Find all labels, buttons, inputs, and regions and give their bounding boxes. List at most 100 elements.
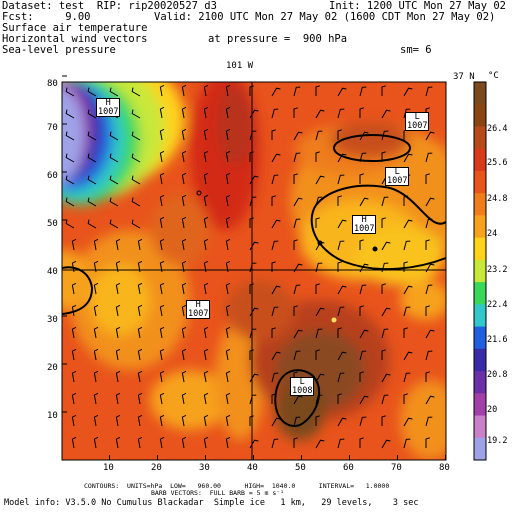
- wind-barb: [87, 175, 97, 185]
- wind-barb: [137, 326, 143, 339]
- wind-barb: [181, 260, 187, 273]
- wind-barb: [159, 326, 165, 339]
- colorbar-segment: [474, 82, 486, 105]
- wind-barb: [203, 216, 209, 229]
- wind-barb: [403, 372, 411, 383]
- wind-barb: [293, 173, 298, 184]
- colorbar-segment: [474, 393, 486, 417]
- wind-barb: [403, 87, 413, 97]
- wind-barb: [337, 195, 342, 206]
- wind-barb: [359, 152, 367, 163]
- wind-barb: [109, 219, 119, 229]
- wind-barb: [425, 131, 435, 141]
- wind-barb: [381, 85, 386, 96]
- wind-barb: [225, 238, 231, 251]
- wind-barb: [381, 349, 386, 360]
- wind-barb: [225, 326, 231, 339]
- pressure-center-box: L 1008: [290, 377, 315, 396]
- wind-barb: [337, 393, 342, 404]
- wind-barb: [403, 393, 408, 404]
- wind-barb: [337, 261, 342, 272]
- wind-barb: [381, 283, 386, 294]
- wind-barb: [425, 86, 433, 97]
- wind-barb: [203, 414, 209, 427]
- forecast-hour-label: Fcst: 9.00: [2, 11, 91, 23]
- wind-barb: [293, 218, 301, 229]
- wind-barb: [71, 370, 77, 383]
- wind-barb: [87, 87, 97, 97]
- y-tick-label: 10: [47, 411, 58, 421]
- wind-barb: [93, 348, 99, 361]
- wind-barb: [65, 131, 75, 141]
- smoothing-label: sm= 6: [400, 44, 432, 56]
- x-tick-label: 50: [295, 463, 306, 473]
- wind-barb: [337, 306, 345, 317]
- wind-barb: [249, 394, 257, 405]
- wind-barb: [225, 304, 231, 317]
- wind-barb: [115, 304, 121, 317]
- wind-barb: [109, 131, 119, 141]
- barb-info: BARB VECTORS: FULL BARB = 5 m s⁻¹: [151, 489, 285, 497]
- wind-barb: [159, 414, 165, 427]
- wind-barb: [315, 328, 323, 339]
- wind-barbs: [65, 84, 435, 449]
- temperature-field: [62, 82, 446, 460]
- wind-barb: [425, 218, 433, 229]
- wind-barb: [71, 304, 77, 317]
- y-tick-label: 60: [47, 171, 58, 181]
- wind-barb: [225, 414, 231, 427]
- pressure-center-box: L 1007: [385, 167, 410, 186]
- wind-barb: [181, 326, 187, 339]
- wind-barb: [271, 108, 279, 119]
- wind-barb: [271, 129, 276, 140]
- wind-barb: [115, 326, 121, 339]
- wind-barb: [271, 417, 281, 427]
- wind-barb: [381, 196, 389, 207]
- wind-barb: [225, 128, 231, 141]
- wind-barb: [249, 283, 254, 294]
- wind-barb: [337, 327, 342, 338]
- wind-barb: [93, 304, 99, 317]
- wind-barb: [293, 305, 298, 316]
- colorbar-segment: [474, 148, 486, 172]
- wind-barb: [293, 197, 303, 207]
- wind-barb: [403, 327, 408, 338]
- wind-barb: [337, 108, 345, 119]
- wind-barb: [225, 106, 231, 119]
- wind-barb: [425, 197, 435, 207]
- wind-barb: [249, 130, 257, 141]
- wind-barb: [293, 437, 298, 448]
- wind-barb: [271, 153, 281, 163]
- wind-barb: [65, 175, 75, 185]
- wind-barb: [293, 350, 301, 361]
- x-tick-label: 20: [151, 463, 162, 473]
- wind-barb: [203, 282, 209, 295]
- wind-barb: [93, 282, 99, 295]
- colorbar-segment: [474, 437, 486, 461]
- wind-barb: [225, 348, 231, 361]
- wind-barb: [203, 348, 209, 361]
- colorbar-label: 21.6: [487, 335, 508, 345]
- wind-barb: [115, 238, 121, 251]
- wind-barb: [93, 436, 99, 449]
- wind-barb: [359, 329, 369, 339]
- wind-barb: [87, 131, 97, 141]
- wind-barb: [315, 130, 323, 141]
- wind-barb: [293, 152, 301, 163]
- wind-barb: [315, 415, 320, 426]
- wind-barb: [181, 282, 187, 295]
- colorbar-segment: [474, 326, 486, 350]
- colorbar-label: 25.6: [487, 158, 508, 168]
- wind-barb: [315, 349, 320, 360]
- y-tick-label: 40: [47, 267, 58, 277]
- wind-barb: [71, 326, 77, 339]
- wind-barb: [293, 86, 301, 97]
- wind-barb: [131, 131, 141, 141]
- wind-barb: [115, 260, 121, 273]
- colorbar-label: 20.8: [487, 370, 508, 380]
- wind-barb: [159, 348, 165, 361]
- wind-barb: [381, 307, 391, 317]
- wind-barb: [131, 87, 141, 97]
- colorbar-segment: [474, 215, 486, 239]
- wind-barb: [381, 130, 389, 141]
